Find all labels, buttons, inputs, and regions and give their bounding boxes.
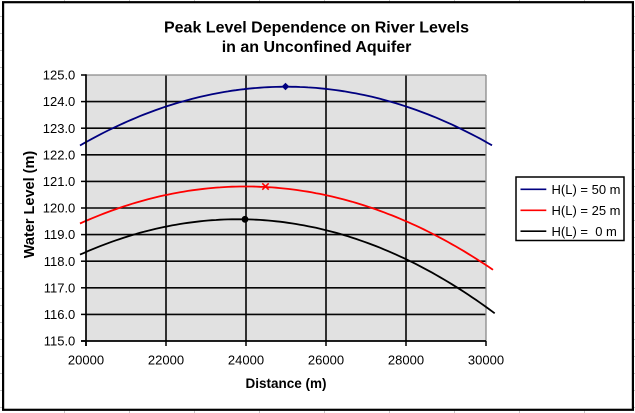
svg-text:in an Unconfined Aquifer: in an Unconfined Aquifer	[222, 39, 412, 56]
svg-text:117.0: 117.0	[44, 280, 76, 295]
svg-text:Peak Level Dependence on River: Peak Level Dependence on River Levels	[164, 19, 469, 36]
svg-text:26000: 26000	[308, 353, 344, 368]
svg-text:125.0: 125.0	[43, 68, 76, 83]
svg-text:123.0: 123.0	[43, 121, 76, 136]
svg-text:120.0: 120.0	[43, 201, 76, 216]
svg-text:H(L) = 25 m: H(L) = 25 m	[552, 203, 621, 218]
svg-text:122.0: 122.0	[43, 147, 76, 162]
svg-text:30000: 30000	[468, 353, 504, 368]
svg-text:115.0: 115.0	[44, 334, 76, 349]
svg-text:H(L) = 50 m: H(L) = 50 m	[552, 182, 621, 197]
svg-text:124.0: 124.0	[43, 94, 76, 109]
svg-text:Distance (m): Distance (m)	[245, 376, 326, 391]
svg-text:24000: 24000	[228, 353, 264, 368]
svg-text:28000: 28000	[388, 353, 424, 368]
svg-text:116.0: 116.0	[44, 307, 76, 322]
svg-text:Water Level (m): Water Level (m)	[22, 151, 38, 259]
svg-text:20000: 20000	[68, 353, 104, 368]
svg-text:121.0: 121.0	[43, 174, 76, 189]
svg-text:22000: 22000	[148, 353, 184, 368]
svg-text:118.0: 118.0	[44, 254, 76, 269]
svg-text:119.0: 119.0	[44, 227, 76, 242]
svg-text:H(L) = 0 m: H(L) = 0 m	[552, 224, 617, 239]
